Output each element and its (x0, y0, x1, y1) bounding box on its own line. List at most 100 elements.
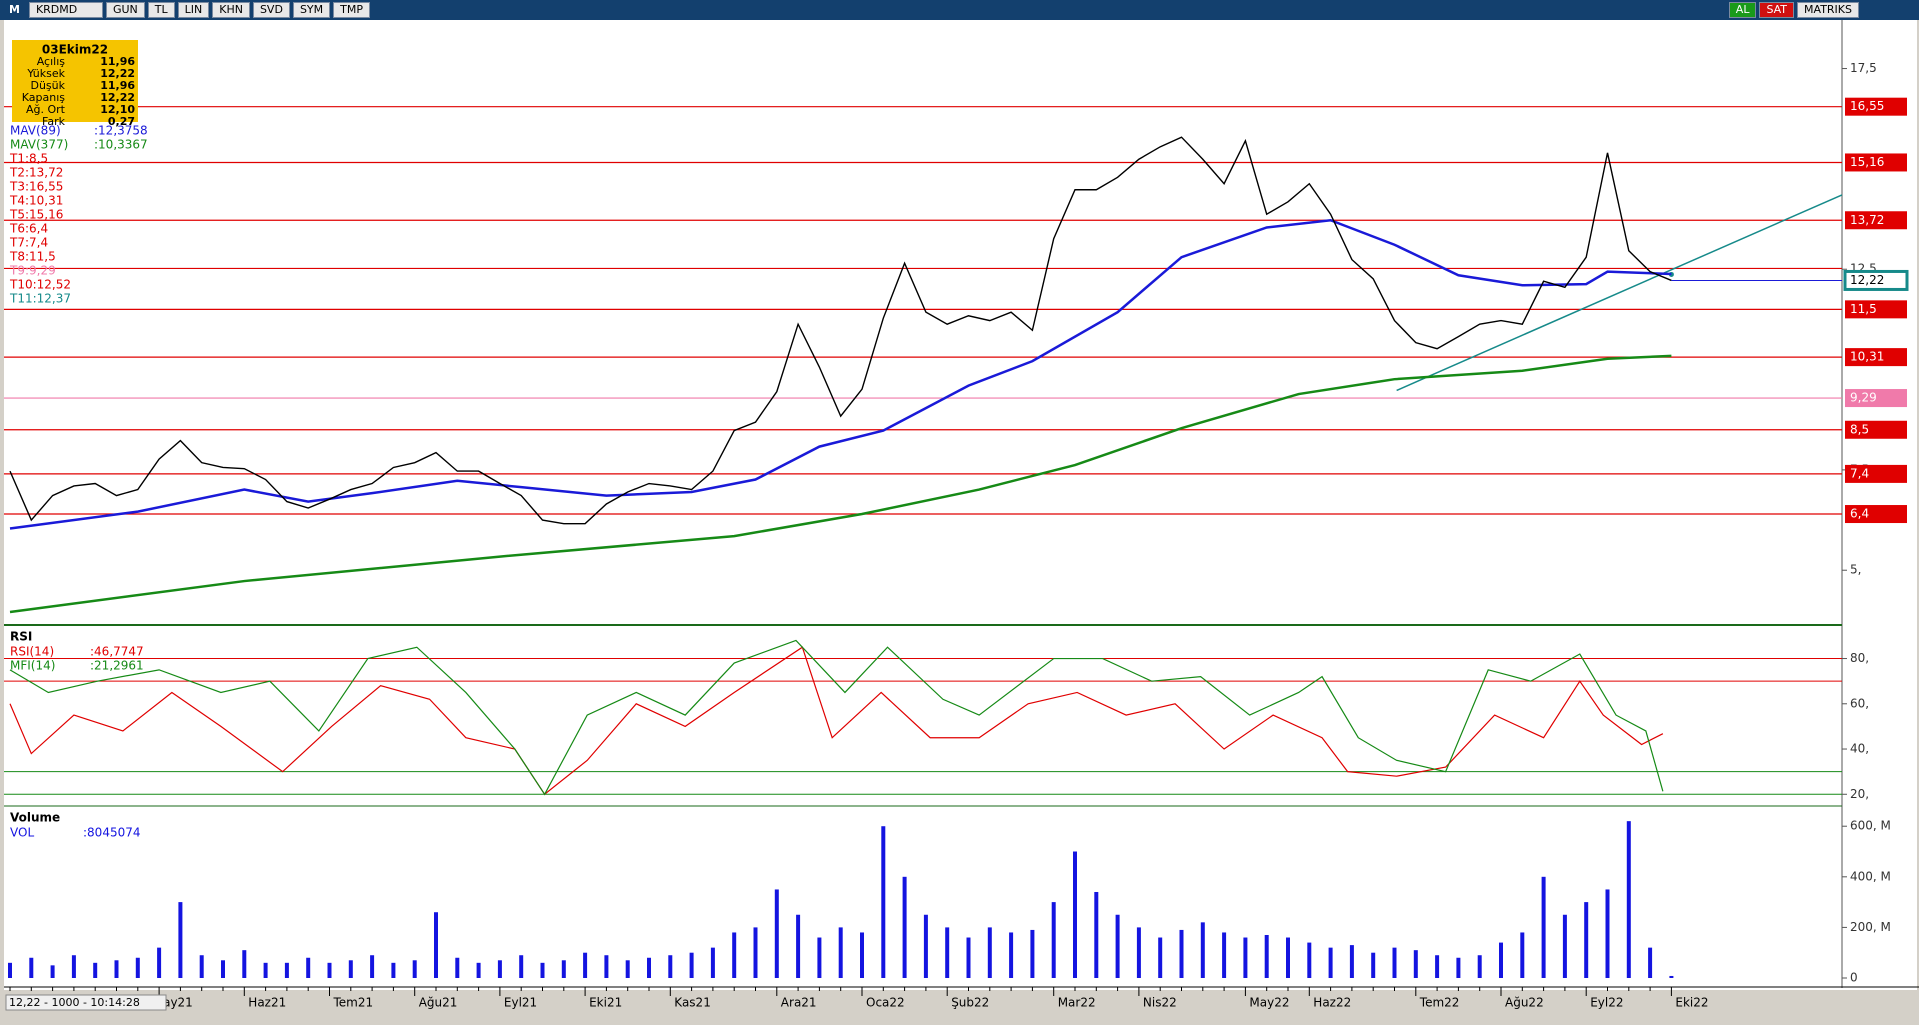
level-name: T8:11,5 (9, 250, 56, 264)
price-plot (4, 106, 1842, 614)
volume-bar (221, 960, 225, 978)
volume-bar (604, 955, 609, 978)
menu-button[interactable]: M (9, 3, 20, 16)
x-tick-label: Kas21 (674, 996, 711, 1010)
volume-bar (1499, 942, 1503, 978)
volume-bar (1520, 932, 1525, 978)
info-value: 0,27 (108, 115, 135, 128)
chart-background (4, 20, 1917, 990)
volume-bar (434, 912, 438, 978)
level-box (1845, 348, 1907, 367)
volume-bar (710, 947, 715, 978)
level-box-label: 11,5 (1850, 302, 1877, 316)
moving-average (9, 354, 1672, 614)
volume-bar (1094, 891, 1099, 978)
volume-bar (157, 947, 162, 978)
volume-bar (1648, 947, 1653, 978)
volume-bar (817, 937, 822, 978)
toolbar-button[interactable]: KHN (212, 2, 250, 18)
volume-bar (284, 962, 289, 978)
volume-bar (1541, 876, 1546, 978)
toolbar: M KRDMD GUN TL LIN KHN SVD SYM TMP AL SA… (0, 0, 1919, 20)
volume-bar (199, 955, 204, 978)
status-text: 12,22 - 1000 - 10:14:28 (9, 996, 140, 1009)
level-box (1845, 420, 1907, 439)
info-box (12, 40, 138, 122)
toolbar-button[interactable]: GUN (105, 2, 145, 18)
info-label: Açılış (37, 55, 66, 68)
info-label: Yüksek (26, 67, 65, 80)
x-tick-label: ay21 (163, 996, 193, 1010)
trendline (1396, 194, 1842, 392)
indicator-name: MAV(89) (10, 124, 61, 138)
volume-bar (1264, 934, 1269, 978)
info-label: Ağ. Ort (26, 103, 66, 116)
sell-button[interactable]: SAT (1759, 2, 1795, 18)
indicator-readout: :8045074 (83, 826, 141, 840)
volume-bar (29, 957, 34, 978)
x-tick-label: Haz21 (248, 996, 286, 1010)
x-tick-label: Tem22 (1419, 996, 1460, 1010)
level-name: T6:6,4 (9, 222, 48, 236)
level-name: T9:9,29 (9, 264, 56, 278)
toolbar-button[interactable]: SVD (252, 2, 290, 18)
volume-bar (1030, 929, 1035, 978)
toolbar-button[interactable]: LIN (177, 2, 210, 18)
indicator-name: MAV(377) (10, 138, 68, 152)
volume-bar (1349, 945, 1354, 978)
volume-bar (1392, 947, 1397, 978)
y-tick-label: 20, (1850, 787, 1869, 801)
y-tick-label: 60, (1850, 696, 1869, 710)
trendline-name: T11:12,37 (9, 292, 71, 306)
y-tick-label: 600, M (1850, 819, 1891, 833)
volume-bar (455, 957, 460, 978)
x-tick-label: Ara21 (781, 996, 817, 1010)
volume-bar (774, 889, 779, 978)
volume-bar (306, 957, 311, 978)
volume-bar (178, 902, 183, 978)
x-tick-label: Eyl21 (504, 996, 537, 1010)
level-box-label: 16,55 (1850, 99, 1884, 113)
symbol-box[interactable]: KRDMD (28, 2, 103, 18)
indicator-name: RSI(14) (10, 645, 54, 659)
panel-title: Volume (10, 811, 60, 825)
level-box (1845, 505, 1907, 524)
x-tick-label: Şub22 (951, 996, 989, 1010)
volume-bar (1286, 937, 1290, 978)
x-tick-label: Ağu22 (1505, 996, 1544, 1010)
info-title: 03Ekim22 (42, 43, 108, 57)
volume-bar (476, 962, 481, 978)
oscillator-line (9, 646, 1664, 796)
level-name: T2:13,72 (9, 166, 63, 180)
x-tick-label: Eki22 (1675, 996, 1708, 1010)
volume-bar (1413, 950, 1418, 978)
info-value: 11,96 (100, 79, 135, 92)
buy-button[interactable]: AL (1728, 2, 1757, 18)
volume-bar (327, 962, 332, 978)
oscillator-line (9, 639, 1664, 796)
volume-bar (1477, 955, 1482, 978)
toolbar-button[interactable]: SYM (292, 2, 331, 18)
volume-bar (923, 914, 928, 978)
toolbar-button[interactable]: TL (147, 2, 175, 18)
toolbar-button[interactable]: TMP (333, 2, 370, 18)
info-value: 12,22 (100, 91, 135, 104)
y-tick-label: 5, (1850, 563, 1861, 577)
volume-bar (1562, 914, 1567, 978)
volume-bar (348, 960, 353, 978)
level-name: T1:8,5 (9, 152, 48, 166)
volume-bar (561, 960, 566, 978)
y-tick-label: 40, (1850, 742, 1869, 756)
volume-bar (1584, 902, 1589, 978)
level-name: T4:10,31 (9, 194, 63, 208)
volume-bar (497, 960, 502, 978)
x-tick-label: Mar22 (1058, 996, 1096, 1010)
status-area (4, 990, 1917, 1025)
volume-bar (732, 932, 737, 978)
volume-bar (1158, 937, 1163, 978)
brand[interactable]: MATRIKS (1797, 2, 1859, 18)
current-price-box (1843, 269, 1909, 291)
level-box-label: 13,72 (1850, 213, 1884, 227)
